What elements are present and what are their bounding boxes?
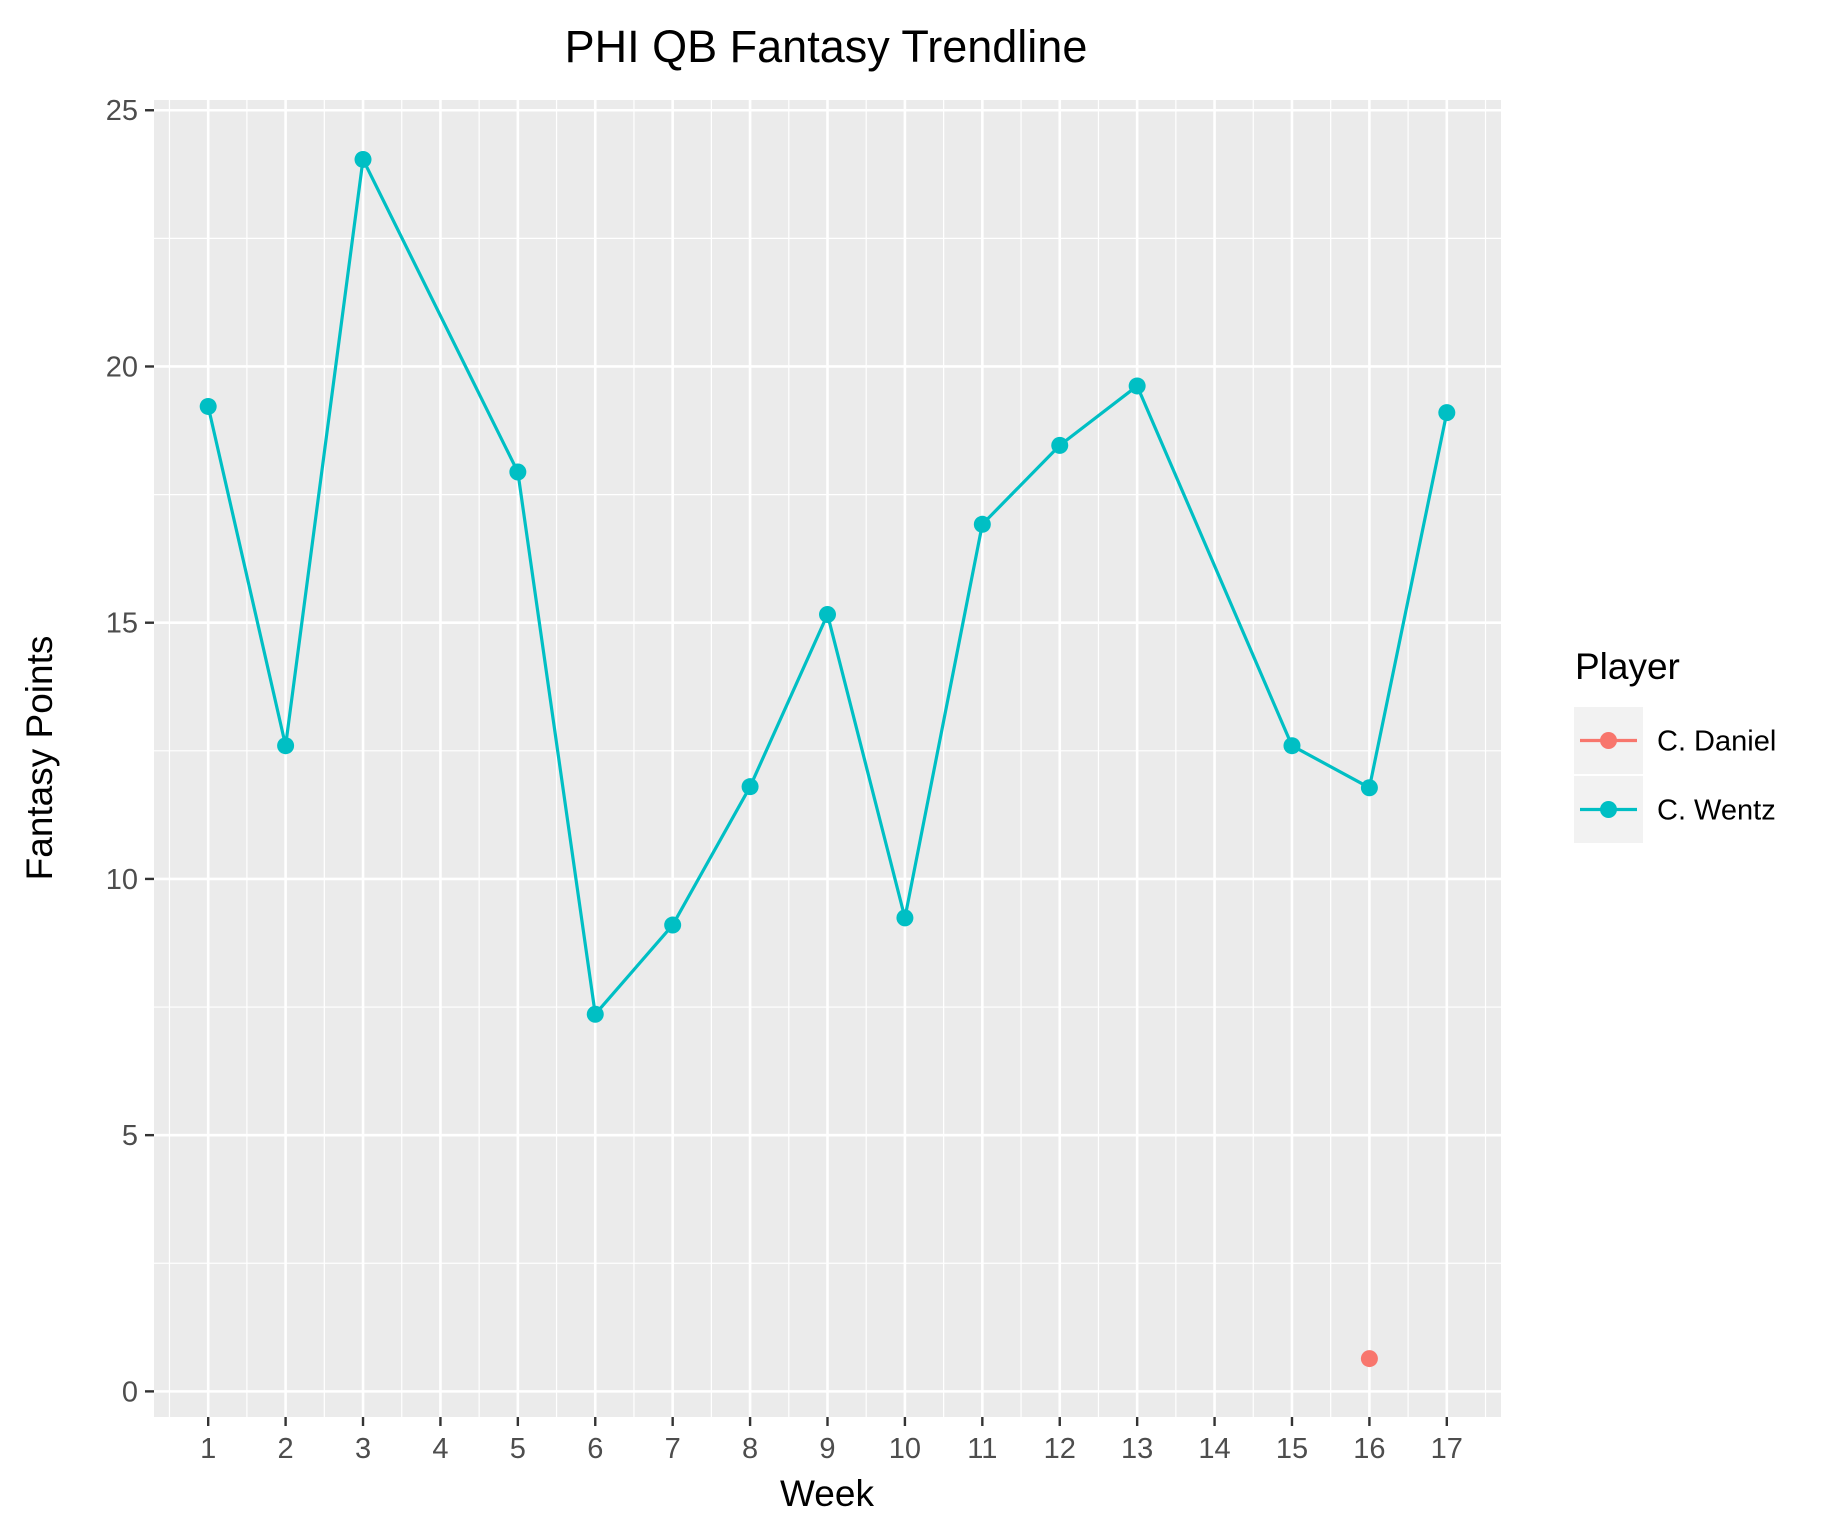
x-tick-label: 9 bbox=[819, 1433, 835, 1465]
y-tick-label: 5 bbox=[122, 1120, 138, 1152]
data-point-c-wentz bbox=[277, 737, 295, 755]
x-tick-label: 6 bbox=[587, 1433, 603, 1465]
x-tick-label: 10 bbox=[889, 1433, 921, 1465]
data-point-c-wentz bbox=[509, 463, 527, 481]
data-point-c-wentz bbox=[586, 1005, 604, 1023]
data-point-c-wentz bbox=[1438, 404, 1456, 422]
x-tick-label: 4 bbox=[432, 1433, 448, 1465]
data-point-c-wentz bbox=[199, 397, 217, 415]
data-point-c-wentz bbox=[1283, 737, 1301, 755]
y-tick-label: 20 bbox=[106, 351, 138, 383]
x-tick-label: 12 bbox=[1044, 1433, 1076, 1465]
x-tick-label: 2 bbox=[278, 1433, 294, 1465]
data-point-c-wentz bbox=[1360, 779, 1378, 797]
data-point-c-wentz bbox=[354, 150, 372, 168]
x-tick-label: 3 bbox=[355, 1433, 371, 1465]
x-axis: 1 2 3 4 5 6 7 8 9 10 11 12 13 14 15 16 17 bbox=[200, 1417, 1463, 1465]
grid bbox=[154, 100, 1501, 1417]
y-axis: 0 5 10 15 20 25 bbox=[106, 95, 154, 1408]
x-tick-label: 14 bbox=[1198, 1433, 1230, 1465]
legend: Player C. Daniel C. Wentz bbox=[1574, 646, 1776, 843]
legend-key-point-c-daniel bbox=[1600, 732, 1617, 749]
data-point-c-wentz bbox=[741, 778, 759, 796]
series-points bbox=[199, 150, 1456, 1368]
x-tick-label: 1 bbox=[200, 1433, 216, 1465]
data-point-c-wentz bbox=[664, 916, 682, 934]
x-tick-label: 8 bbox=[742, 1433, 758, 1465]
x-tick-label: 13 bbox=[1121, 1433, 1153, 1465]
y-tick-label: 25 bbox=[106, 95, 138, 127]
data-point-c-wentz bbox=[973, 515, 991, 533]
legend-key-point-c-wentz bbox=[1600, 801, 1617, 818]
data-point-c-wentz bbox=[896, 909, 914, 927]
x-tick-label: 15 bbox=[1276, 1433, 1308, 1465]
x-axis-title: Week bbox=[780, 1473, 874, 1514]
x-tick-label: 17 bbox=[1431, 1433, 1463, 1465]
chart-title: PHI QB Fantasy Trendline bbox=[565, 21, 1088, 72]
y-tick-label: 0 bbox=[122, 1376, 138, 1408]
x-tick-label: 16 bbox=[1353, 1433, 1385, 1465]
x-tick-label: 5 bbox=[510, 1433, 526, 1465]
legend-title: Player bbox=[1575, 646, 1680, 687]
data-point-c-wentz bbox=[819, 606, 836, 624]
y-tick-label: 15 bbox=[106, 608, 138, 640]
data-point-c-wentz bbox=[1051, 436, 1069, 454]
legend-label-c-wentz: C. Wentz bbox=[1657, 795, 1776, 827]
y-tick-label: 10 bbox=[106, 864, 138, 896]
data-point-c-daniel bbox=[1360, 1350, 1378, 1368]
x-tick-label: 11 bbox=[967, 1433, 997, 1465]
x-tick-label: 7 bbox=[665, 1433, 681, 1465]
legend-label-c-daniel: C. Daniel bbox=[1657, 726, 1776, 758]
data-point-c-wentz bbox=[1128, 377, 1146, 395]
y-axis-title: Fantasy Points bbox=[19, 636, 60, 881]
